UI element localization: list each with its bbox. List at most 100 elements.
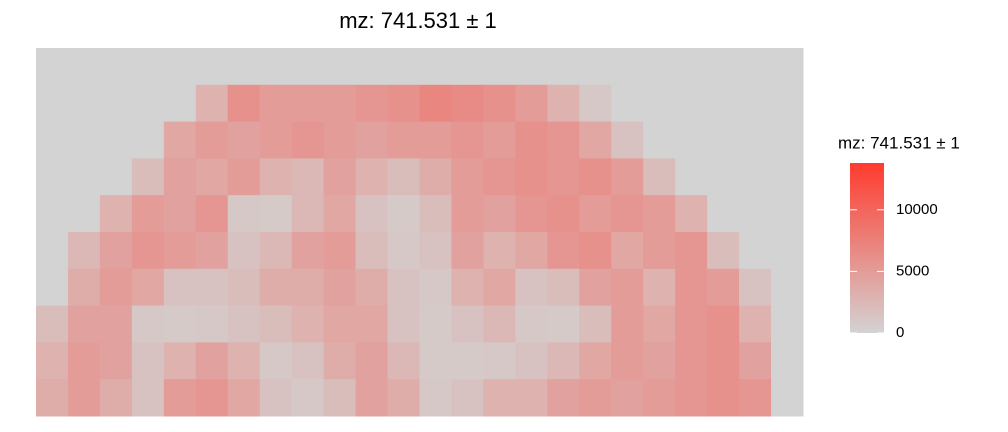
cell (675, 232, 708, 270)
cell (739, 195, 772, 233)
cell (739, 232, 772, 270)
cell (259, 158, 293, 196)
cell (387, 342, 420, 380)
cell (515, 48, 548, 86)
colorbar (850, 163, 884, 333)
cell (131, 48, 165, 86)
cell (131, 268, 165, 307)
cell (291, 195, 325, 233)
cell (195, 379, 229, 417)
cell (451, 379, 484, 417)
cell (739, 84, 772, 123)
cell (227, 158, 261, 196)
cell (579, 84, 612, 123)
colorbar-tick-label: 10000 (896, 201, 938, 218)
cell (739, 48, 772, 86)
cell (643, 158, 676, 196)
cell (259, 379, 293, 417)
cell (515, 121, 548, 159)
cell (771, 121, 804, 159)
cell (355, 84, 389, 123)
cell (323, 268, 357, 307)
cell (355, 158, 389, 196)
cell (515, 84, 548, 123)
cell (131, 158, 165, 196)
cell (99, 121, 133, 159)
cell (195, 232, 229, 270)
cell (36, 232, 69, 270)
cell (675, 48, 708, 86)
cell (675, 379, 708, 417)
cell (515, 158, 548, 196)
cell (771, 84, 804, 123)
cell (131, 232, 165, 270)
cell (579, 268, 612, 307)
cell (643, 121, 676, 159)
cell (227, 305, 261, 343)
cell (675, 84, 708, 123)
cell (227, 84, 261, 123)
cell (611, 84, 644, 123)
cell (547, 305, 580, 343)
cell (163, 305, 197, 343)
cell (707, 48, 740, 86)
cell (451, 342, 484, 380)
cell (227, 48, 261, 86)
cell (259, 84, 293, 123)
cell (579, 195, 612, 233)
cell (739, 121, 772, 159)
cell (323, 232, 357, 270)
legend: 0 5000 10000 (850, 201, 938, 341)
cell (67, 48, 101, 86)
cell (387, 379, 420, 417)
cell (611, 158, 644, 196)
cell (67, 158, 101, 196)
cell (707, 158, 740, 196)
cell (515, 305, 548, 343)
cell (163, 232, 197, 270)
cell (579, 121, 612, 159)
cell (195, 158, 229, 196)
cell (771, 195, 804, 233)
cell (707, 342, 740, 380)
cell (131, 305, 165, 343)
cell (675, 305, 708, 343)
cell (131, 84, 165, 123)
cell (579, 232, 612, 270)
cell (675, 195, 708, 233)
cell (259, 195, 293, 233)
cell (163, 48, 197, 86)
cell (163, 121, 197, 159)
cell (323, 48, 357, 86)
cell (36, 379, 69, 417)
cell (547, 84, 580, 123)
cell (99, 195, 133, 233)
cell (483, 379, 516, 417)
cell (67, 195, 101, 233)
cell (323, 158, 357, 196)
cell (291, 342, 325, 380)
cell (36, 121, 69, 159)
cell (195, 121, 229, 159)
cell (675, 121, 708, 159)
cell (323, 379, 357, 417)
cell (707, 268, 740, 307)
cell (387, 305, 420, 343)
cell (227, 195, 261, 233)
cell (419, 379, 452, 417)
cell (643, 268, 676, 307)
cell (67, 305, 101, 343)
cell (163, 268, 197, 307)
cell (611, 195, 644, 233)
cell (739, 305, 772, 343)
cell (163, 158, 197, 196)
cell (387, 195, 420, 233)
cell (259, 121, 293, 159)
cell (99, 268, 133, 307)
cell (67, 84, 101, 123)
cell (707, 232, 740, 270)
cell (547, 379, 580, 417)
cell (707, 305, 740, 343)
cell (195, 342, 229, 380)
